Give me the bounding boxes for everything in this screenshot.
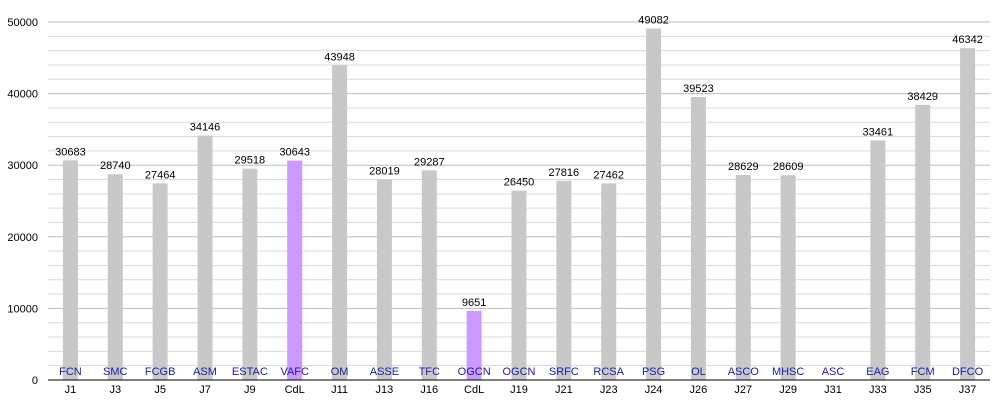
data-label: 43948	[324, 51, 355, 63]
data-label: 27816	[549, 167, 580, 179]
team-label: OM	[331, 366, 349, 378]
round-label: J23	[600, 384, 618, 396]
round-label: J33	[869, 384, 887, 396]
data-label: 27464	[145, 169, 176, 181]
round-label: J7	[199, 384, 211, 396]
round-label: J35	[914, 384, 932, 396]
team-label: EAG	[866, 366, 889, 378]
y-tick-label: 40000	[7, 89, 38, 101]
y-tick-label: 0	[32, 375, 38, 387]
round-label: J24	[645, 384, 663, 396]
bar	[646, 28, 662, 381]
bar	[287, 160, 303, 380]
data-label: 29287	[414, 156, 445, 168]
team-label: FCN	[59, 366, 82, 378]
round-label: J3	[109, 384, 121, 396]
y-tick-label: 50000	[7, 17, 38, 29]
team-label: ASCO	[728, 366, 760, 378]
round-label: J27	[734, 384, 752, 396]
data-label: 28740	[100, 160, 131, 172]
data-label: 49082	[638, 15, 669, 27]
bar	[152, 183, 168, 380]
team-label: SRFC	[549, 366, 579, 378]
data-label: 26450	[504, 177, 535, 189]
y-axis-ticks: 0 10000 20000 30000 40000 50000	[7, 17, 38, 387]
round-label: CdL	[464, 384, 484, 396]
data-label: 30643	[279, 147, 310, 159]
round-label: J5	[154, 384, 166, 396]
bar	[870, 140, 886, 380]
round-label: J26	[690, 384, 708, 396]
y-tick-label: 20000	[7, 232, 38, 244]
bar	[242, 168, 258, 380]
team-label: OGCN	[458, 366, 491, 378]
round-label: J19	[510, 384, 528, 396]
data-label: 38429	[907, 91, 938, 103]
round-label: J21	[555, 384, 573, 396]
data-label: 28019	[369, 165, 400, 177]
round-label: J31	[824, 384, 842, 396]
data-label: 39523	[683, 83, 714, 95]
team-label: OL	[691, 366, 706, 378]
data-label: 28609	[773, 161, 804, 173]
bar	[466, 310, 482, 380]
team-label: MHSC	[772, 366, 804, 378]
round-label: J9	[244, 384, 256, 396]
round-labels: J1 J3 J5 J7 J9 CdL J11 J13 J16 CdL J19 J21 J23 J24 J26…	[65, 384, 977, 396]
bar	[780, 175, 796, 380]
data-label: 27462	[593, 169, 624, 181]
bar	[197, 135, 213, 380]
data-label: 30683	[55, 146, 86, 158]
bar	[690, 97, 706, 380]
bars	[62, 28, 976, 381]
round-label: J16	[420, 384, 438, 396]
bar	[62, 160, 78, 380]
team-label: ASSE	[370, 366, 399, 378]
team-label: ESTAC	[232, 366, 268, 378]
team-label: ASC	[822, 366, 845, 378]
team-label: PSG	[642, 366, 665, 378]
y-tick-label: 10000	[7, 303, 38, 315]
team-label: DFCO	[952, 366, 984, 378]
data-label: 9651	[462, 297, 486, 309]
data-label: 28629	[728, 161, 759, 173]
team-label: TFC	[419, 366, 440, 378]
team-label: RCSA	[593, 366, 624, 378]
team-label: OGCN	[503, 366, 536, 378]
bar	[332, 65, 348, 380]
round-label: J1	[65, 384, 77, 396]
round-label: J13	[376, 384, 394, 396]
bar	[735, 175, 751, 380]
y-tick-label: 30000	[7, 160, 38, 172]
data-label: 34146	[190, 122, 221, 134]
bar	[421, 170, 437, 380]
data-labels: 30683 28740 27464 34146 29518 30643 43948 28019…	[55, 15, 983, 309]
round-label: J37	[959, 384, 977, 396]
team-label: FCGB	[145, 366, 176, 378]
bar	[376, 179, 392, 380]
round-label: J29	[779, 384, 797, 396]
bar	[107, 174, 123, 380]
bar	[511, 190, 527, 380]
data-label: 46342	[952, 34, 983, 46]
team-labels: FCN SMC FCGB ASM ESTAC VAFC OM ASSE TFC OGCN OGCN S…	[59, 366, 983, 378]
round-label: J11	[331, 384, 348, 396]
round-label: CdL	[285, 384, 305, 396]
data-label: 33461	[863, 126, 894, 138]
bar	[960, 48, 976, 380]
bar	[556, 180, 572, 380]
team-label: ASM	[193, 366, 217, 378]
bar	[601, 183, 617, 380]
team-label: VAFC	[280, 366, 309, 378]
data-label: 29518	[235, 155, 266, 167]
bar	[915, 104, 931, 380]
team-label: SMC	[103, 366, 128, 378]
team-label: FCM	[911, 366, 935, 378]
